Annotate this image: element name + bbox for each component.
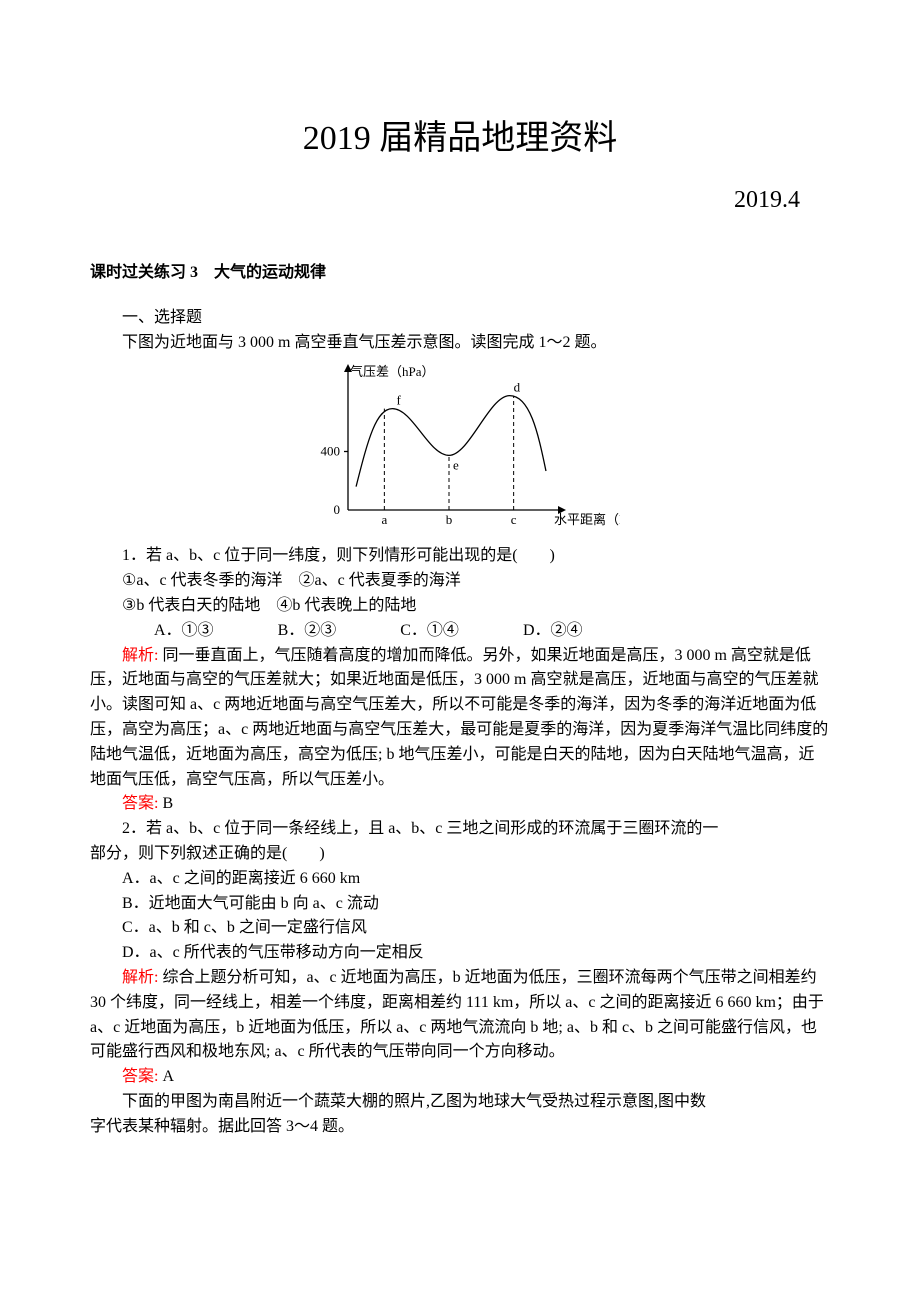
tail-line1: 下面的甲图为南昌附近一个蔬菜大棚的照片,乙图为地球大气受热过程示意图,图中数: [90, 1090, 830, 1115]
q2-optD: D．a、c 所代表的气压带移动方向一定相反: [90, 941, 830, 966]
svg-text:e: e: [453, 457, 459, 472]
page-title: 2019 届精品地理资料: [90, 110, 830, 159]
tail-line2: 字代表某种辐射。据此回答 3～4 题。: [90, 1115, 830, 1140]
svg-text:b: b: [446, 512, 453, 527]
section-subheading: 一、选择题: [90, 306, 830, 331]
q1-sub1: ①a、c 代表冬季的海洋 ②a、c 代表夏季的海洋: [90, 569, 830, 594]
svg-text:d: d: [514, 379, 521, 394]
q1-analysis: 解析: 同一垂直面上，气压随着高度的增加而降低。另外，如果近地面是高压，3 00…: [90, 644, 830, 793]
q1-stem: 1．若 a、b、c 位于同一纬度，则下列情形可能出现的是( ): [90, 544, 830, 569]
q1-analysis-text: 同一垂直面上，气压随着高度的增加而降低。另外，如果近地面是高压，3 000 m …: [90, 647, 828, 788]
q2-analysis-text: 综合上题分析可知，a、c 近地面为高压，b 近地面为低压，三圈环流每两个气压带之…: [90, 969, 824, 1060]
svg-text:c: c: [511, 512, 517, 527]
q1-answer-value: B: [162, 795, 173, 812]
q2-stem-line1: 2．若 a、b、c 位于同一条经线上，且 a、b、c 三地之间形成的环流属于三圈…: [90, 817, 830, 842]
q1-sub2: ③b 代表白天的陆地 ④b 代表晚上的陆地: [90, 594, 830, 619]
q1-optB: B．②③: [246, 619, 337, 644]
q1-answer: 答案: B: [90, 792, 830, 817]
analysis-label: 解析:: [122, 969, 162, 986]
q2-optC: C．a、b 和 c、b 之间一定盛行信风: [90, 916, 830, 941]
q2-analysis: 解析: 综合上题分析可知，a、c 近地面为高压，b 近地面为低压，三圈环流每两个…: [90, 966, 830, 1065]
date-line: 2019.4: [90, 187, 830, 214]
q2-optB: B．近地面大气可能由 b 向 a、c 流动: [90, 892, 830, 917]
q2-answer-value: A: [162, 1068, 174, 1085]
svg-text:a: a: [381, 512, 387, 527]
q1-options: A．①③ B．②③ C．①④ D．②④: [90, 619, 830, 644]
svg-text:400: 400: [321, 443, 341, 458]
q1-optA: A．①③: [122, 619, 214, 644]
q1-optC: C．①④: [368, 619, 459, 644]
q2-answer: 答案: A: [90, 1065, 830, 1090]
q1-optD: D．②④: [491, 619, 583, 644]
figure-caption-lead: 下图为近地面与 3 000 m 高空垂直气压差示意图。读图完成 1～2 题。: [90, 331, 830, 356]
svg-text:f: f: [396, 392, 401, 407]
q2-stem-line2: 部分，则下列叙述正确的是( ): [90, 842, 830, 867]
pressure-diff-chart: 400 0 气压差（hPa） 水平距离（km） a b c f e d: [90, 362, 830, 541]
answer-label: 答案:: [122, 1068, 162, 1085]
section-heading: 课时过关练习 3 大气的运动规律: [90, 258, 830, 282]
svg-text:0: 0: [334, 502, 341, 517]
svg-text:水平距离（km）: 水平距离（km）: [554, 512, 620, 527]
chart-svg: 400 0 气压差（hPa） 水平距离（km） a b c f e d: [300, 362, 620, 532]
answer-label: 答案:: [122, 795, 162, 812]
analysis-label: 解析:: [122, 647, 162, 664]
q2-optA: A．a、c 之间的距离接近 6 660 km: [90, 867, 830, 892]
svg-text:气压差（hPa）: 气压差（hPa）: [350, 364, 435, 379]
